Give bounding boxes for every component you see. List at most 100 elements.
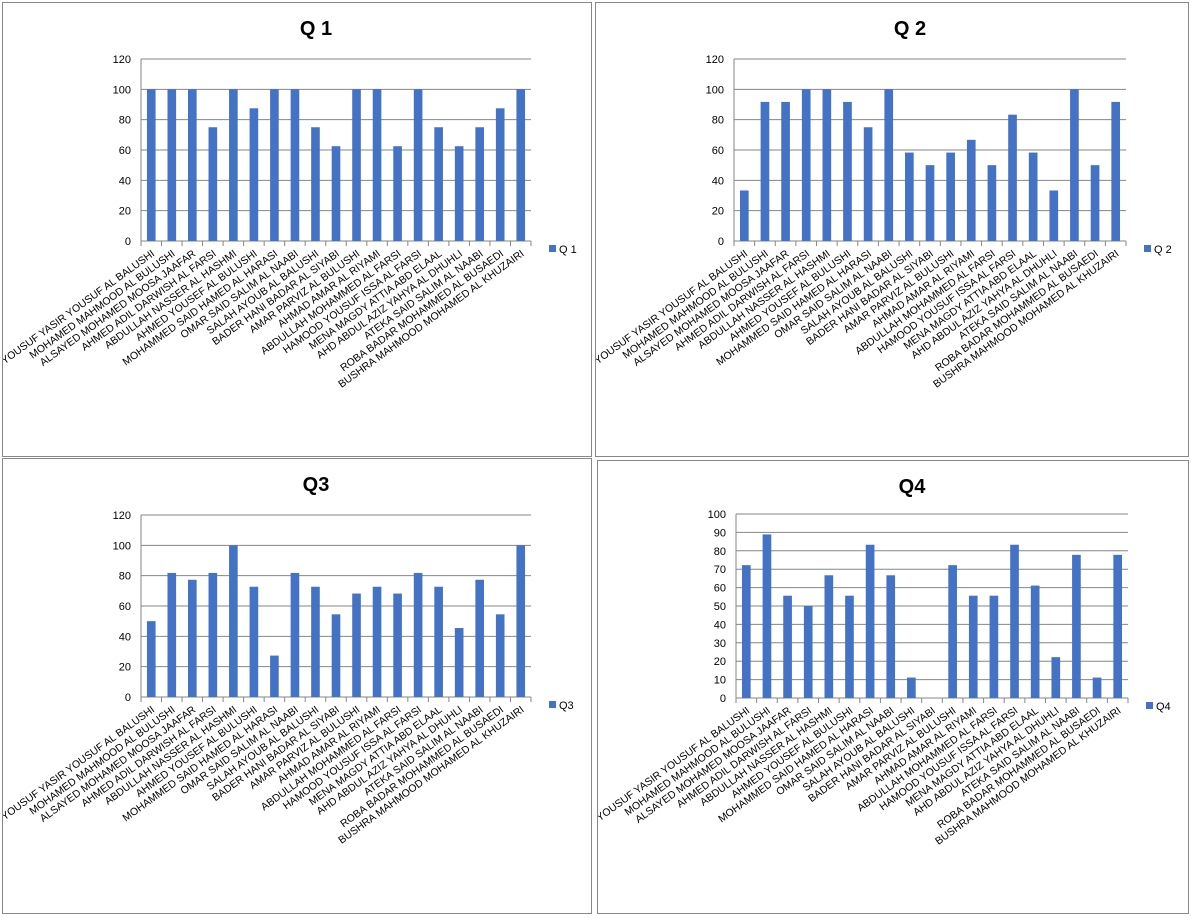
- y-tick-label: 20: [712, 206, 724, 218]
- bar: [413, 89, 423, 241]
- legend-swatch: [1144, 245, 1151, 252]
- bar: [905, 152, 914, 241]
- legend-swatch: [549, 245, 556, 252]
- bar: [801, 89, 811, 241]
- bar: [249, 108, 259, 242]
- y-tick-label: 0: [125, 236, 131, 248]
- bar: [495, 108, 505, 242]
- bar: [863, 127, 873, 241]
- y-tick-label: 100: [113, 540, 131, 552]
- chart-title: Q 1: [300, 18, 332, 40]
- y-tick-label: 120: [113, 54, 131, 66]
- bar: [760, 101, 770, 242]
- y-tick-label: 0: [125, 692, 131, 704]
- bar: [948, 565, 957, 698]
- bar: [188, 89, 197, 241]
- bar: [188, 579, 197, 697]
- y-tick-label: 50: [714, 601, 726, 613]
- y-tick-label: 60: [119, 601, 131, 613]
- bar: [1090, 165, 1100, 241]
- y-tick-label: 120: [113, 510, 131, 522]
- y-tick-label: 60: [119, 145, 131, 157]
- bar: [1028, 152, 1038, 241]
- y-tick-label: 60: [712, 145, 724, 157]
- y-tick-label: 80: [119, 115, 131, 127]
- bar: [781, 101, 790, 242]
- y-tick-label: 40: [714, 619, 726, 631]
- y-tick-label: 20: [119, 206, 131, 218]
- bar: [865, 544, 875, 698]
- y-tick-label: 40: [712, 175, 724, 187]
- bar: [966, 139, 976, 241]
- y-tick-label: 80: [712, 115, 724, 127]
- chart-title: Q4: [899, 476, 927, 498]
- bar: [843, 101, 852, 242]
- bar: [311, 586, 320, 697]
- bar: [454, 627, 464, 697]
- bar: [1092, 677, 1102, 698]
- bar: [516, 545, 526, 697]
- bar: [762, 534, 772, 698]
- bar: [1049, 190, 1059, 241]
- y-tick-label: 100: [113, 84, 131, 96]
- bar: [413, 572, 423, 697]
- bar: [1113, 554, 1123, 698]
- bar: [495, 614, 505, 697]
- chart-title: Q 2: [894, 18, 926, 40]
- bar: [146, 89, 156, 241]
- y-tick-label: 30: [714, 638, 726, 650]
- bar: [1010, 544, 1019, 698]
- chart-title: Q3: [303, 474, 330, 496]
- bar: [822, 89, 832, 241]
- y-tick-label: 0: [720, 693, 726, 705]
- bar: [739, 190, 749, 241]
- bar: [475, 127, 484, 241]
- bar: [311, 127, 320, 241]
- bar: [352, 89, 361, 241]
- bar: [907, 677, 916, 698]
- bar: [1070, 89, 1079, 241]
- y-tick-label: 60: [714, 583, 726, 595]
- bar: [1051, 657, 1061, 698]
- bar: [208, 127, 218, 241]
- bar: [1111, 101, 1121, 242]
- bar: [886, 575, 896, 698]
- bar: [516, 89, 526, 241]
- bar: [783, 595, 792, 698]
- y-tick-label: 80: [714, 546, 726, 558]
- bar: [1072, 554, 1081, 698]
- bar: [331, 146, 341, 241]
- legend-swatch: [1146, 702, 1153, 709]
- bar: [987, 165, 997, 241]
- chart-q4: Q4 0 10 20 30 40 50 60 70 80 90 100 YOUSUF YASIR YOU…: [597, 460, 1189, 914]
- y-tick-label: 0: [718, 236, 724, 248]
- bar: [229, 545, 238, 697]
- bar: [968, 595, 978, 698]
- bar: [208, 572, 218, 697]
- bar: [393, 593, 402, 697]
- bar: [741, 565, 751, 698]
- bar: [989, 595, 999, 698]
- legend-label: Q4: [1156, 701, 1171, 713]
- y-tick-label: 20: [714, 656, 726, 668]
- bar: [1030, 585, 1040, 698]
- y-tick-label: 20: [119, 662, 131, 674]
- bar: [372, 89, 382, 241]
- bar: [434, 586, 443, 697]
- y-tick-label: 10: [714, 675, 726, 687]
- chart-q1: Q 1 0 20 40 60 80 100 120 YOUSUF YASIR YOUSUF AL…: [2, 2, 592, 457]
- legend-swatch: [549, 701, 556, 708]
- y-tick-label: 100: [706, 84, 724, 96]
- bar: [229, 89, 238, 241]
- bar: [884, 89, 894, 241]
- bar: [393, 146, 402, 241]
- bar: [845, 595, 854, 698]
- bar: [454, 146, 464, 241]
- bar: [290, 572, 300, 697]
- bar: [803, 606, 813, 698]
- bar: [475, 579, 484, 697]
- y-tick-label: 120: [706, 54, 724, 66]
